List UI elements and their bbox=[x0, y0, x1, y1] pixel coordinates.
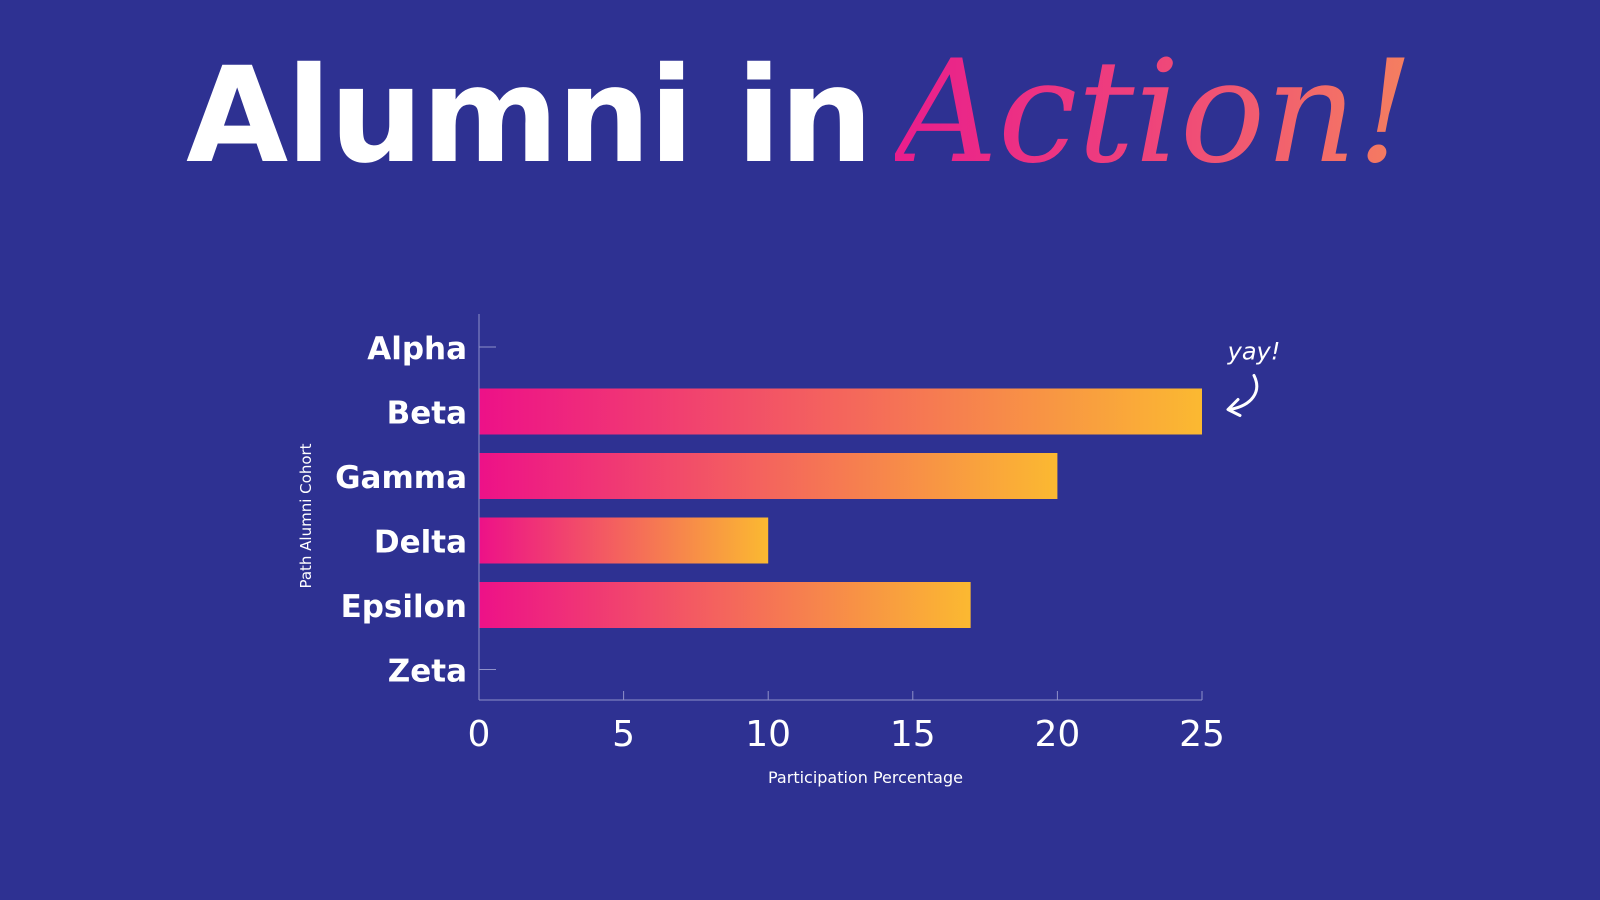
x-tick-label-15: 15 bbox=[890, 714, 936, 755]
bar-beta bbox=[479, 388, 1202, 435]
title-accent: Action! bbox=[895, 30, 1414, 195]
y-tick-label-delta: Delta bbox=[374, 525, 467, 561]
y-tick-label-beta: Beta bbox=[387, 396, 467, 432]
annotation-text: yay! bbox=[1227, 338, 1281, 366]
bar-epsilon bbox=[479, 582, 971, 628]
annotation-arrow bbox=[1228, 374, 1259, 411]
bars-layer bbox=[479, 388, 1202, 628]
y-tick-label-zeta: Zeta bbox=[388, 654, 467, 690]
x-tick-label-5: 5 bbox=[612, 714, 635, 755]
y-tick-label-epsilon: Epsilon bbox=[341, 589, 467, 625]
x-tick-label-0: 0 bbox=[468, 714, 491, 755]
x-axis-title: Participation Percentage bbox=[768, 768, 963, 787]
y-tick-label-alpha: Alpha bbox=[367, 331, 467, 367]
y-tick-label-gamma: Gamma bbox=[335, 460, 467, 496]
y-axis-title: Path Alumni Cohort bbox=[297, 443, 315, 588]
x-tick-label-25: 25 bbox=[1179, 714, 1225, 755]
bar-gamma bbox=[479, 453, 1058, 499]
page-title: Alumni in Action! bbox=[0, 42, 1600, 184]
x-tick-label-10: 10 bbox=[745, 714, 791, 755]
bar-delta bbox=[479, 517, 769, 564]
axes-layer bbox=[478, 314, 1203, 701]
x-tick-label-20: 20 bbox=[1034, 714, 1080, 755]
annotation-layer: yay! bbox=[1226, 338, 1281, 417]
title-main: Alumni in bbox=[186, 39, 873, 193]
annotation-arrowhead bbox=[1226, 398, 1242, 417]
